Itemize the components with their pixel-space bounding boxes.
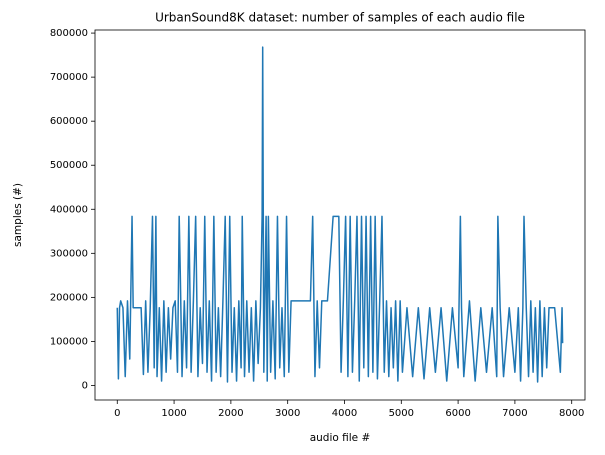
data-line xyxy=(116,46,564,383)
y-axis-label: samples (#) xyxy=(12,183,24,247)
y-tick-label: 300000 xyxy=(50,248,88,259)
plot-frame xyxy=(94,29,586,401)
x-tick-label: 1000 xyxy=(161,408,186,419)
x-axis-label: audio file # xyxy=(310,432,371,444)
x-tick-label: 0 xyxy=(114,408,120,419)
y-tick-label: 0 xyxy=(82,380,88,391)
x-tick-label: 7000 xyxy=(502,408,527,419)
x-tick-label: 4000 xyxy=(332,408,357,419)
y-tick-label: 800000 xyxy=(50,28,88,39)
y-tick-label: 700000 xyxy=(50,72,88,83)
x-tick-label: 2000 xyxy=(218,408,243,419)
x-tick-label: 8000 xyxy=(559,408,584,419)
x-tick-label: 5000 xyxy=(389,408,414,419)
x-tick-label: 3000 xyxy=(275,408,300,419)
y-tick-label: 600000 xyxy=(50,116,88,127)
y-tick-label: 200000 xyxy=(50,292,88,303)
y-tick-label: 500000 xyxy=(50,160,88,171)
chart-title: UrbanSound8K dataset: number of samples … xyxy=(155,11,525,25)
x-tick-label: 6000 xyxy=(445,408,470,419)
y-tick-label: 100000 xyxy=(50,336,88,347)
y-tick-label: 400000 xyxy=(50,204,88,215)
